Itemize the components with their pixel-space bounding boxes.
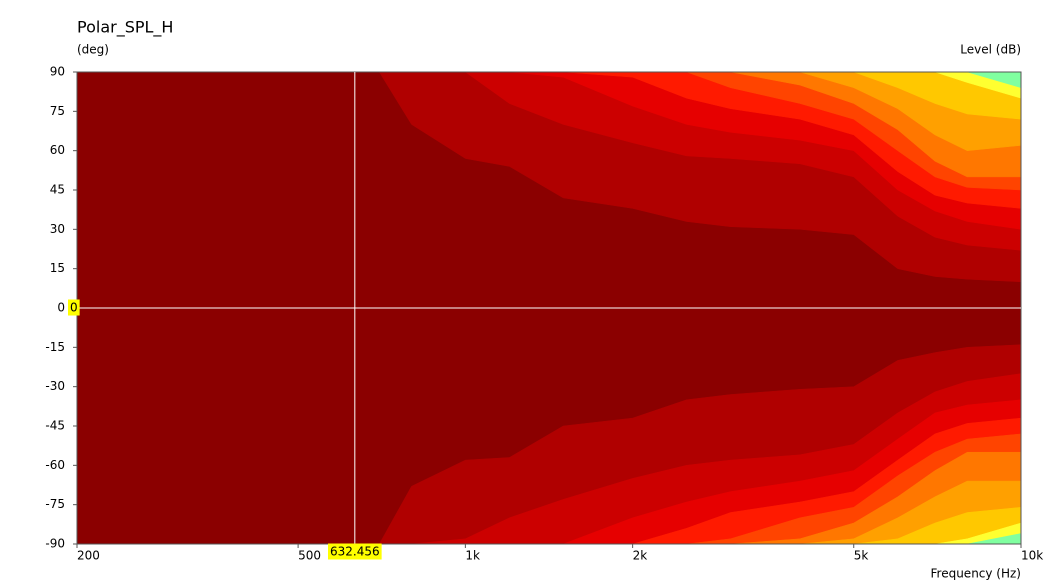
chart-title: Polar_SPL_H	[77, 18, 173, 38]
y-tick-label: 60	[50, 143, 65, 157]
cursor-y-label-box	[68, 299, 80, 316]
y-tick-label: 45	[50, 183, 65, 197]
cursor-x-label: 632.456	[330, 545, 380, 559]
x-tick-label: 1k	[465, 549, 480, 563]
x-axis-label: Frequency (Hz)	[931, 567, 1022, 581]
x-tick-label: 500	[298, 549, 321, 563]
level-label: Level (dB)	[960, 43, 1021, 57]
y-tick-label: -75	[45, 497, 65, 511]
y-tick-label: 15	[50, 261, 65, 275]
y-tick-label: -15	[45, 340, 65, 354]
x-tick-label: 5k	[854, 549, 869, 563]
x-tick-label: 200	[77, 549, 100, 563]
y-tick-label: 75	[50, 104, 65, 118]
cursor-y-label: 0	[70, 301, 78, 315]
y-tick-label: 0	[57, 301, 65, 315]
x-tick-label: 2k	[633, 549, 648, 563]
y-tick-label: -60	[45, 458, 65, 472]
cursor-x-label-box	[328, 543, 382, 560]
x-tick-label: 10k	[1021, 549, 1043, 563]
y-tick-label: -30	[45, 379, 65, 393]
y-tick-label: 90	[50, 65, 65, 79]
y-tick-label: -45	[45, 419, 65, 433]
cursor-x-label-group: 632.456	[328, 543, 382, 560]
cursor-y-label-group: 0	[68, 299, 80, 316]
y-tick-label: 30	[50, 222, 65, 236]
y-tick-label: -90	[45, 537, 65, 551]
y-axis-label: (deg)	[77, 43, 109, 57]
